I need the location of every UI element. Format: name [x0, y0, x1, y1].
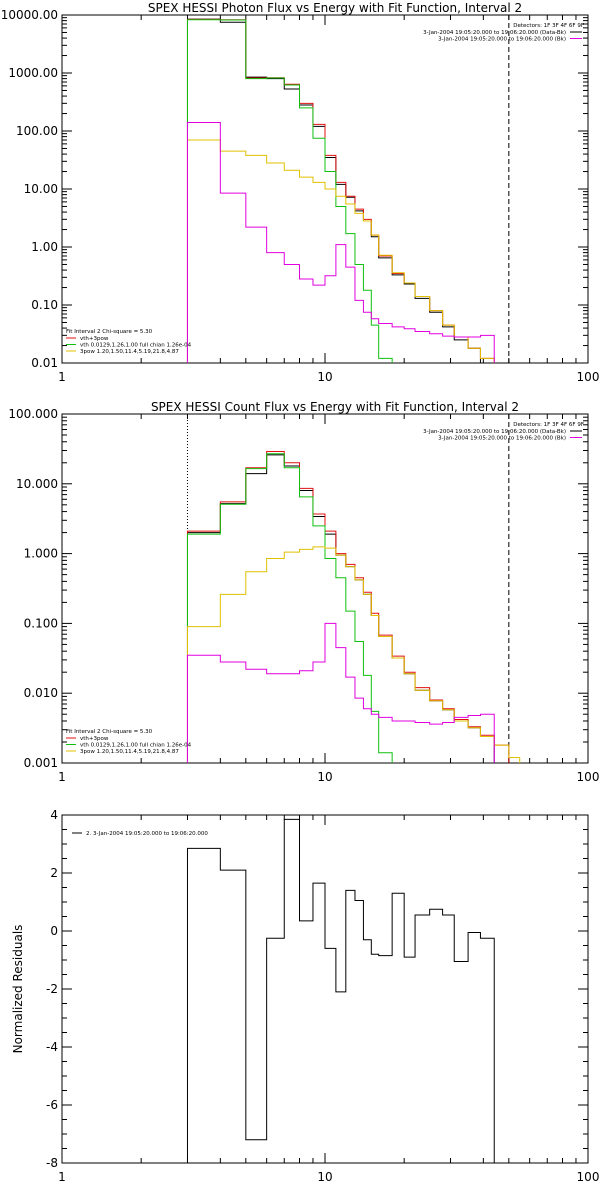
y-tick-label: -2: [46, 982, 58, 996]
y-axis-label: Normalized Residuals: [11, 925, 25, 1054]
chart-2: SPEX HESSI Count Flux vs Energy with Fit…: [8, 400, 600, 784]
chart-1: SPEX HESSI Photon Flux vs Energy with Fi…: [1, 1, 600, 384]
y-tick-label: 100.00: [16, 124, 58, 138]
x-tick-label: 1: [58, 370, 66, 384]
x-tick-label: 100: [577, 1170, 600, 1184]
y-tick-label: 10.000: [16, 477, 58, 491]
chart-3: 1 10 100 -8 -6 -4 -2 0 2 4 Normalized Residuals 2. …: [11, 808, 599, 1184]
x-tick-label: 10: [317, 370, 332, 384]
series-line-1: [186, 818, 495, 1163]
fit-title: Fit Interval 2 Chi-square = 5.30: [66, 329, 153, 335]
fit-legend-label: 3pow 1.20,1.50,11.4,5.19,21.8,4.87: [80, 749, 179, 755]
plot-area: [186, 818, 495, 1163]
y-tick-label: -8: [46, 1156, 58, 1170]
series-line-5: [186, 622, 495, 763]
fit-legend-label: vth 0.0129,1.26,1.00 full chian 1.26e-04: [80, 743, 192, 749]
y-tick-label: 100.000: [8, 407, 58, 421]
y-tick-label: 0.001: [24, 756, 58, 770]
top-legend-label: 3-Jan-2004 19:05:20.000 to 19:06:20.000 …: [423, 30, 566, 36]
x-tick-label: 100: [577, 370, 600, 384]
top-legend-label: 3-Jan-2004 19:05:20.000 to 19:06:20.000 …: [438, 436, 566, 442]
series-line-4: [186, 546, 521, 763]
series-line-2: [186, 18, 495, 363]
y-tick-label: -6: [46, 1098, 58, 1112]
series-line-3: [186, 19, 393, 363]
y-tick-label: 2: [50, 866, 58, 880]
y-tick-label: 1000.00: [8, 66, 58, 80]
x-tick-label: 100: [577, 770, 600, 784]
y-tick-label: 0.010: [24, 686, 58, 700]
top-legend-label: 3-Jan-2004 19:05:20.000 to 19:06:20.000 …: [438, 37, 566, 43]
chart-title: SPEX HESSI Count Flux vs Energy with Fit…: [151, 400, 519, 414]
y-tick-label: 10.00: [24, 182, 58, 196]
y-tick-label: 4: [50, 808, 58, 822]
y-tick-label: 0: [50, 924, 58, 938]
residual-legend-label: 2. 3-Jan-2004 19:05:20.000 to 19:06:20.0…: [86, 831, 208, 837]
fit-legend-label: vth+3pow: [80, 336, 109, 342]
plot-area: [186, 15, 510, 363]
detectors-label: Detectors: 1F 3F 4F 6F 9F: [513, 23, 584, 29]
y-tick-label: 0.10: [31, 298, 58, 312]
series-line-1: [186, 18, 481, 363]
fit-legend-label: vth 0.0129,1.26,1.00 full chian 1.26e-04: [80, 343, 192, 349]
y-tick-label: 1.000: [24, 547, 58, 561]
x-tick-label: 10: [317, 770, 332, 784]
fit-legend-label: 3pow 1.20,1.50,11.4,5.19,21.8,4.87: [80, 349, 179, 355]
plot-area: [186, 414, 521, 763]
fit-legend-label: vth+3pow: [80, 736, 109, 742]
series-line-2: [186, 451, 510, 763]
y-tick-label: 0.01: [31, 356, 58, 370]
series-line-5: [186, 122, 495, 363]
y-tick-label: 0.100: [24, 616, 58, 630]
y-tick-label: 10000.00: [1, 8, 58, 22]
series-line-4: [186, 139, 495, 363]
series-line-3: [186, 453, 393, 763]
x-tick-label: 1: [58, 1170, 66, 1184]
chart-title: SPEX HESSI Photon Flux vs Energy with Fi…: [148, 1, 522, 15]
y-tick-label: 1.00: [31, 240, 58, 254]
fit-title: Fit Interval 2 Chi-square = 5.30: [66, 729, 153, 735]
x-tick-label: 1: [58, 770, 66, 784]
detectors-label: Detectors: 1F 3F 4F 6F 9F: [513, 422, 584, 428]
x-tick-label: 10: [317, 1170, 332, 1184]
plot-frame: [61, 814, 589, 1164]
y-tick-label: -4: [46, 1040, 58, 1054]
top-legend-label: 3-Jan-2004 19:05:20.000 to 19:06:20.000 …: [423, 429, 566, 435]
